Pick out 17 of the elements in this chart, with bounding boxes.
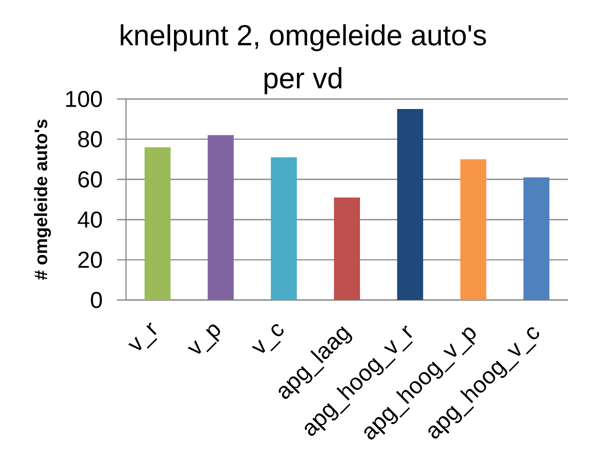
y-tick-label: 40: [78, 211, 102, 228]
x-tick-label: v_p: [188, 324, 220, 354]
y-tick-label: 60: [78, 171, 102, 188]
bar: [523, 177, 550, 300]
y-tick-label: 80: [78, 131, 102, 148]
y-tick-label: 0: [90, 292, 102, 308]
bar: [334, 197, 360, 300]
bar: [270, 157, 297, 300]
y-tick-label: 20: [78, 252, 102, 268]
bar: [144, 147, 171, 300]
chart-title: knelpunt 2, omgeleide auto's per vd: [120, 24, 486, 94]
y-axis-title: # omgeleide auto's: [34, 120, 51, 280]
bar: [397, 109, 424, 300]
y-tick-label: 100: [66, 90, 102, 108]
bar: [208, 135, 234, 300]
bar: [460, 159, 486, 300]
x-tick-label: v_r: [128, 322, 158, 350]
